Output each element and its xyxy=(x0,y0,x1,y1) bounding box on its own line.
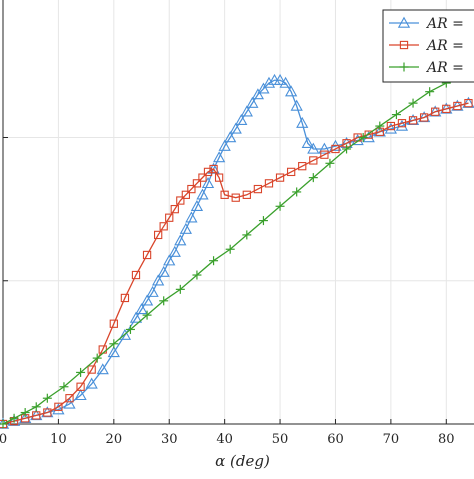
data-point-plus xyxy=(409,99,418,108)
x-tick-label: 20 xyxy=(106,432,123,447)
x-tick-label: 40 xyxy=(216,432,233,447)
x-tick-label: 80 xyxy=(438,432,455,447)
series-1 xyxy=(0,75,474,428)
legend: AR = AR = AR = xyxy=(383,10,474,82)
series-3-line xyxy=(3,69,474,424)
x-tick-label: 10 xyxy=(50,432,67,447)
x-tick-label: 60 xyxy=(327,432,344,447)
x-tick-label: 50 xyxy=(272,432,289,447)
data-point-plus xyxy=(425,87,434,96)
legend-label: AR = xyxy=(425,16,464,32)
legend-label: AR = xyxy=(425,60,464,76)
series-2 xyxy=(0,100,472,428)
series-2-line xyxy=(3,103,468,424)
series-layer xyxy=(0,64,474,428)
x-tick-label: 70 xyxy=(383,432,400,447)
x-axis-label: α (deg) xyxy=(215,452,270,470)
legend-label: AR = xyxy=(425,38,464,54)
x-tick-label: 30 xyxy=(161,432,178,447)
series-1-line xyxy=(3,80,468,424)
series-3 xyxy=(0,64,474,428)
data-point-plus xyxy=(392,110,401,119)
x-tick-label: 0 xyxy=(0,432,7,447)
